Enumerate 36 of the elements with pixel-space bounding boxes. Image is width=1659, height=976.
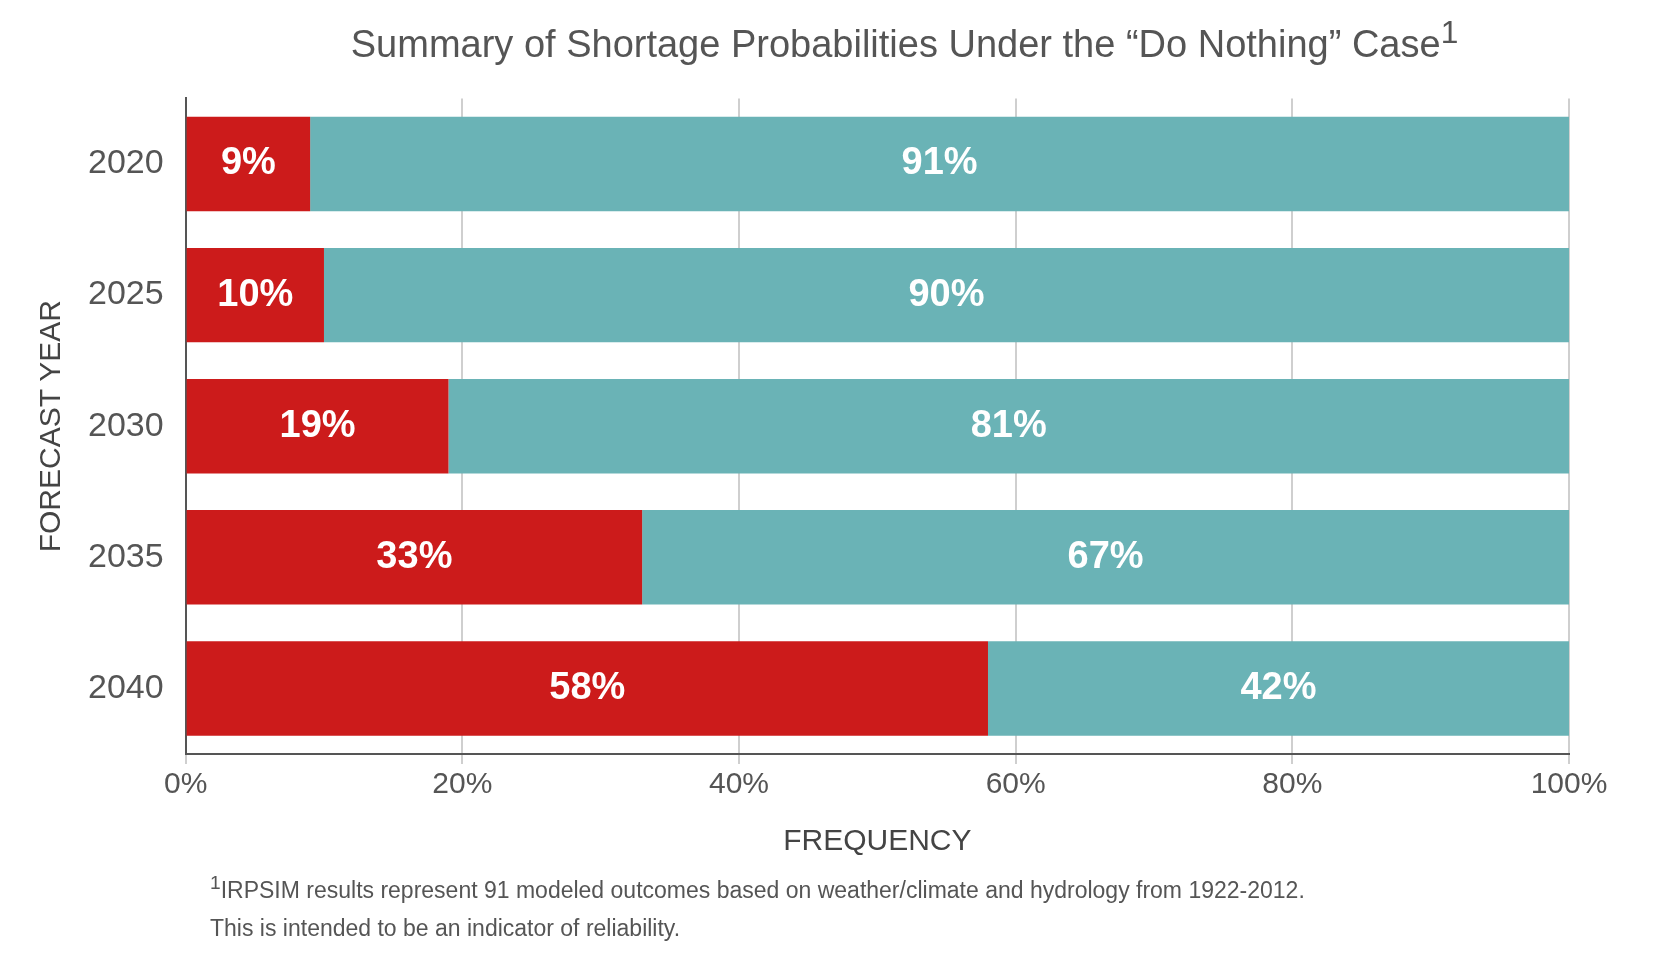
data-label: 58% [549, 664, 626, 707]
x-axis-title: FREQUENCY [783, 823, 972, 857]
y-tick-label: 2025 [88, 273, 164, 312]
x-tick-label: 20% [432, 766, 493, 800]
bar [642, 510, 1569, 605]
bar [987, 641, 1569, 736]
data-label: 91% [901, 140, 978, 183]
data-label: 19% [279, 402, 356, 445]
y-tick-label: 2020 [88, 142, 164, 181]
y-tick-label: 2035 [88, 535, 164, 574]
data-label: 33% [376, 533, 453, 576]
data-label: 10% [217, 271, 294, 314]
x-tick-label: 40% [708, 766, 770, 800]
bar [186, 379, 449, 474]
data-label: 9% [220, 140, 276, 183]
y-axis-title: FORECAST YEAR [33, 300, 67, 553]
y-tick-label: 2040 [88, 666, 164, 705]
bar [186, 510, 643, 605]
x-tick-label: 100% [1530, 766, 1608, 800]
bar [186, 116, 311, 212]
bar [310, 116, 1569, 212]
text: $^{1}$IRPSIM results represent 91 modeled outcomes based on weather/climate and hydrology from 1922-2012. [210, 871, 1306, 905]
data-label: 42% [1240, 664, 1317, 707]
data-label: 90% [908, 271, 985, 314]
bar [448, 379, 1569, 474]
y-tick-label: 2030 [88, 404, 164, 443]
x-tick-label: 60% [985, 766, 1046, 800]
bar [186, 641, 988, 736]
x-tick-label: 80% [1262, 766, 1323, 800]
chart-title: Summary of Shortage Probabilities Under the “Do Nothing” Case$^{1}$ [349, 13, 1460, 65]
bar [323, 247, 1569, 343]
bar [186, 247, 324, 343]
data-label: 81% [970, 402, 1047, 445]
x-tick-label: 0% [163, 766, 208, 800]
data-label: 67% [1067, 533, 1144, 576]
text: This is intended to be an indicator of reliability. [210, 913, 682, 943]
